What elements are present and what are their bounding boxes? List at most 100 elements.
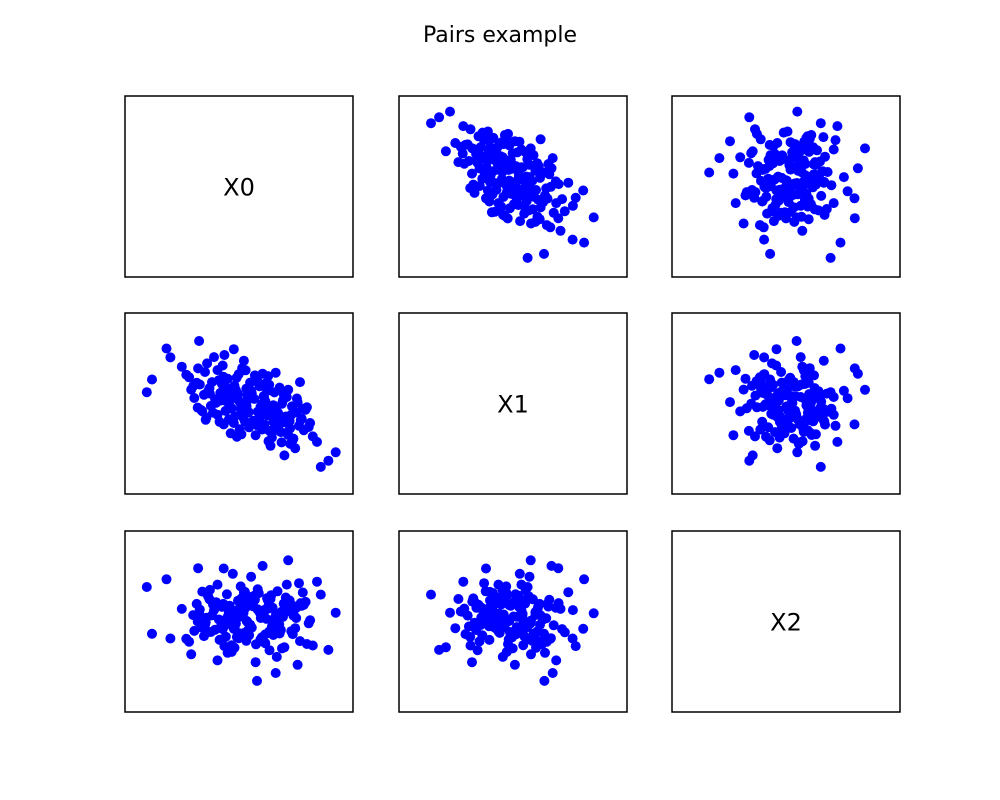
scatter-point [161, 574, 172, 585]
scatter-point [498, 192, 509, 202]
scatter-point [202, 358, 213, 369]
scatter-point [246, 388, 257, 399]
scatter-point [521, 196, 532, 206]
scatter-point [504, 600, 515, 611]
scatter-point [453, 594, 464, 604]
scatter-point [471, 155, 482, 166]
scatter-point [514, 568, 525, 579]
scatter-point [496, 174, 507, 184]
scatter-point [221, 589, 232, 600]
scatter-point [491, 184, 502, 195]
scatter-point [788, 202, 799, 213]
scatter-point [255, 410, 266, 421]
scatter-point [467, 657, 477, 668]
scatter-point [486, 207, 497, 218]
scatter-point [499, 210, 510, 221]
scatter-point [550, 602, 561, 613]
scatter-point [194, 336, 205, 346]
scatter-point [281, 579, 292, 590]
scatter-point [264, 379, 275, 390]
scatter-point [539, 248, 549, 259]
variable-label-x0: X0 [223, 174, 255, 202]
scatter-point [792, 447, 803, 458]
variable-label-x2: X2 [770, 609, 802, 637]
scatter-point [249, 370, 260, 381]
scatter-point [811, 159, 822, 170]
scatter-point [281, 427, 292, 438]
scatter-point [204, 594, 215, 605]
scatter-point [188, 610, 199, 621]
scatter-point [786, 423, 797, 433]
scatter-point [486, 133, 497, 144]
scatter-point [779, 207, 790, 218]
scatter-point [818, 355, 829, 366]
scatter-point [781, 175, 792, 186]
scatter-point [193, 563, 204, 574]
scatter-point [768, 158, 779, 169]
scatter-point [165, 633, 176, 644]
scatter-point [546, 560, 557, 571]
scatter-point [450, 138, 461, 148]
scatter-point [563, 587, 574, 598]
scatter-point [588, 608, 599, 619]
scatter-point [785, 164, 796, 175]
scatter-point [757, 387, 768, 398]
scatter-point [215, 387, 226, 398]
scatter-point [802, 401, 813, 412]
scatter-point [496, 599, 507, 610]
scatter-point [539, 675, 550, 686]
scatter-point [458, 576, 469, 587]
scatter-point [795, 392, 806, 402]
scatter-point [264, 645, 275, 656]
scatter-point [270, 367, 281, 378]
scatter-point [246, 571, 257, 582]
scatter-point [277, 643, 287, 654]
chart-title: Pairs example [423, 23, 577, 48]
scatter-point [545, 633, 556, 644]
scatter-point [220, 405, 231, 416]
scatter-point [543, 159, 554, 169]
scatter-point [548, 207, 559, 218]
scatter-point [740, 190, 751, 201]
scatter-point [524, 159, 535, 170]
scatter-point [484, 196, 495, 207]
scatter-point [472, 645, 483, 656]
scatter-point [295, 415, 306, 426]
scatter-point [570, 192, 581, 203]
scatter-point [141, 387, 152, 398]
scatter-point [252, 675, 262, 686]
scatter-point [735, 406, 746, 417]
scatter-point [462, 139, 473, 150]
scatter-point [796, 211, 807, 222]
scatter-point [828, 409, 839, 420]
scatter-point [479, 167, 490, 178]
scatter-point [704, 167, 715, 178]
scatter-point [755, 163, 766, 174]
scatter-point [493, 579, 504, 590]
scatter-point [330, 447, 341, 458]
scatter-point [570, 641, 581, 652]
scatter-point [243, 407, 254, 418]
scatter-point [459, 158, 470, 169]
scatter-point [515, 216, 526, 227]
panel-x2-x0 [124, 530, 354, 713]
scatter-point [738, 384, 749, 395]
scatter-point [252, 584, 263, 595]
scatter-point [445, 607, 455, 618]
scatter-point [445, 106, 455, 117]
panel-frame [398, 312, 628, 495]
scatter-point [194, 604, 205, 615]
scatter-point [501, 132, 512, 143]
scatter-point [481, 563, 491, 574]
scatter-point [277, 398, 287, 409]
scatter-point [730, 198, 741, 209]
scatter-point [303, 618, 314, 629]
scatter-point [773, 388, 784, 399]
scatter-point [492, 613, 503, 623]
scatter-point [828, 144, 839, 155]
scatter-point [184, 372, 195, 383]
scatter-point [509, 659, 520, 670]
scatter-point [527, 204, 538, 215]
scatter-point [821, 204, 832, 214]
scatter-point [257, 560, 268, 571]
